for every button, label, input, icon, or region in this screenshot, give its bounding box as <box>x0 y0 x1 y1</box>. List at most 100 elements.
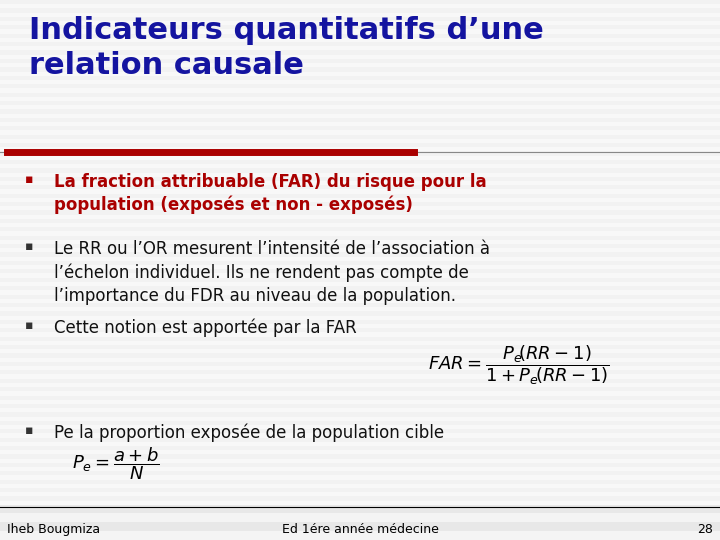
Bar <box>0 405 720 414</box>
Bar <box>0 9 720 18</box>
Bar <box>0 333 720 342</box>
Text: Pe la proportion exposée de la population cible: Pe la proportion exposée de la populatio… <box>54 424 444 442</box>
Bar <box>0 243 720 252</box>
FancyBboxPatch shape <box>0 256 720 261</box>
FancyBboxPatch shape <box>0 63 720 68</box>
FancyBboxPatch shape <box>0 4 720 9</box>
Text: ▪: ▪ <box>25 240 34 253</box>
Bar <box>0 81 720 90</box>
FancyBboxPatch shape <box>0 299 720 303</box>
FancyBboxPatch shape <box>0 181 720 185</box>
Text: ▪: ▪ <box>25 424 34 437</box>
FancyBboxPatch shape <box>0 434 720 437</box>
FancyBboxPatch shape <box>0 139 720 143</box>
FancyBboxPatch shape <box>0 374 720 379</box>
FancyBboxPatch shape <box>0 172 720 177</box>
Bar <box>0 477 720 486</box>
FancyBboxPatch shape <box>0 458 720 463</box>
FancyBboxPatch shape <box>0 400 720 404</box>
FancyBboxPatch shape <box>0 89 720 92</box>
FancyBboxPatch shape <box>0 333 720 336</box>
Bar <box>0 315 720 324</box>
Bar <box>0 153 720 162</box>
FancyBboxPatch shape <box>0 315 720 320</box>
Bar <box>0 189 720 198</box>
FancyBboxPatch shape <box>0 467 720 471</box>
FancyBboxPatch shape <box>0 324 720 328</box>
FancyBboxPatch shape <box>0 0 720 505</box>
Bar <box>0 171 720 180</box>
FancyBboxPatch shape <box>0 475 720 480</box>
FancyBboxPatch shape <box>0 416 720 421</box>
Bar <box>0 369 720 378</box>
Bar <box>0 513 720 522</box>
FancyBboxPatch shape <box>0 349 720 353</box>
Bar <box>0 27 720 36</box>
FancyBboxPatch shape <box>0 214 720 219</box>
FancyBboxPatch shape <box>0 223 720 227</box>
FancyBboxPatch shape <box>0 97 720 101</box>
Text: $FAR = \dfrac{P_e\!\left(RR-1\right)}{1 + P_e\!\left(RR-1\right)}$: $FAR = \dfrac{P_e\!\left(RR-1\right)}{1 … <box>428 343 609 387</box>
Text: Indicateurs quantitatifs d’une
relation causale: Indicateurs quantitatifs d’une relation … <box>29 16 544 80</box>
Text: Le RR ou l’OR mesurent l’intensité de l’association à
l’échelon individuel. Ils : Le RR ou l’OR mesurent l’intensité de l’… <box>54 240 490 305</box>
FancyBboxPatch shape <box>0 164 720 168</box>
FancyBboxPatch shape <box>0 30 720 33</box>
FancyBboxPatch shape <box>0 425 720 429</box>
FancyBboxPatch shape <box>0 80 720 84</box>
Bar <box>0 387 720 396</box>
Bar <box>0 135 720 144</box>
FancyBboxPatch shape <box>0 190 720 193</box>
FancyBboxPatch shape <box>0 122 720 126</box>
FancyBboxPatch shape <box>0 341 720 345</box>
Bar <box>0 279 720 288</box>
FancyBboxPatch shape <box>0 21 720 25</box>
Text: ▪: ▪ <box>25 319 34 332</box>
Bar <box>0 117 720 126</box>
FancyBboxPatch shape <box>0 156 720 160</box>
FancyBboxPatch shape <box>0 206 720 211</box>
Bar <box>0 63 720 72</box>
FancyBboxPatch shape <box>0 450 720 455</box>
Bar <box>0 45 720 54</box>
FancyBboxPatch shape <box>0 501 720 505</box>
Bar <box>0 225 720 234</box>
Text: Iheb Bougmiza: Iheb Bougmiza <box>7 523 100 536</box>
FancyBboxPatch shape <box>0 492 720 496</box>
Bar <box>0 99 720 108</box>
FancyBboxPatch shape <box>0 12 720 17</box>
FancyBboxPatch shape <box>0 46 720 50</box>
FancyBboxPatch shape <box>0 366 720 370</box>
Bar <box>0 261 720 270</box>
FancyBboxPatch shape <box>0 392 720 395</box>
FancyBboxPatch shape <box>0 484 720 488</box>
Bar <box>0 459 720 468</box>
Text: 28: 28 <box>697 523 713 536</box>
Bar <box>0 351 720 360</box>
Text: Cette notion est apportée par la FAR: Cette notion est apportée par la FAR <box>54 319 356 337</box>
Bar <box>0 423 720 432</box>
FancyBboxPatch shape <box>0 113 720 118</box>
Bar <box>0 495 720 504</box>
FancyBboxPatch shape <box>0 198 720 202</box>
FancyBboxPatch shape <box>0 383 720 387</box>
Text: ▪: ▪ <box>25 173 34 186</box>
FancyBboxPatch shape <box>0 357 720 362</box>
FancyBboxPatch shape <box>0 71 720 76</box>
FancyBboxPatch shape <box>0 248 720 252</box>
FancyBboxPatch shape <box>0 38 720 42</box>
Text: Ed 1ére année médecine: Ed 1ére année médecine <box>282 523 438 536</box>
FancyBboxPatch shape <box>0 131 720 134</box>
FancyBboxPatch shape <box>0 442 720 446</box>
Text: $P_e = \dfrac{a+b}{N}$: $P_e = \dfrac{a+b}{N}$ <box>72 446 160 482</box>
FancyBboxPatch shape <box>0 291 720 294</box>
FancyBboxPatch shape <box>0 408 720 413</box>
FancyBboxPatch shape <box>0 307 720 312</box>
FancyBboxPatch shape <box>0 232 720 235</box>
Bar <box>0 207 720 216</box>
FancyBboxPatch shape <box>0 240 720 244</box>
FancyBboxPatch shape <box>0 147 720 151</box>
FancyBboxPatch shape <box>0 282 720 286</box>
FancyBboxPatch shape <box>0 265 720 269</box>
FancyBboxPatch shape <box>0 105 720 110</box>
Bar <box>0 531 720 540</box>
